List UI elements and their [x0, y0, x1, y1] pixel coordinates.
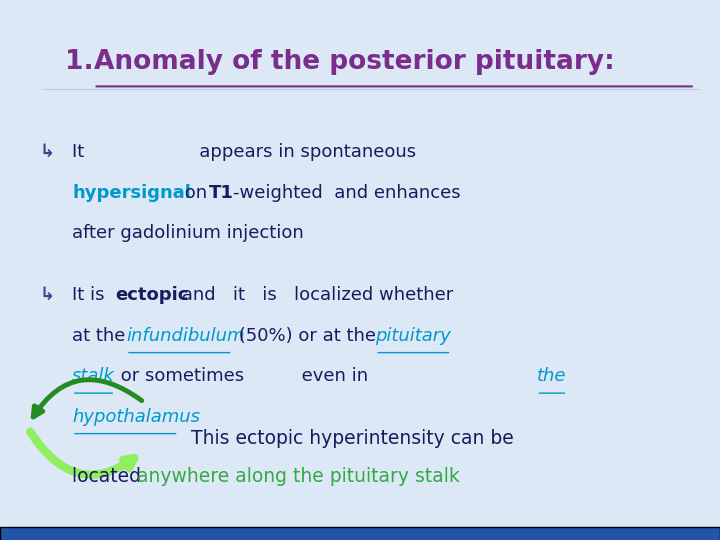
- Text: hypothalamus: hypothalamus: [72, 408, 200, 426]
- Text: and   it   is   localized whether: and it is localized whether: [176, 286, 454, 304]
- Text: ↳: ↳: [40, 143, 55, 161]
- Text: on: on: [179, 184, 212, 201]
- Text: pituitary: pituitary: [375, 327, 451, 345]
- Text: ectopic: ectopic: [115, 286, 189, 304]
- Text: or sometimes          even in: or sometimes even in: [115, 367, 449, 385]
- Text: (50%) or at the: (50%) or at the: [233, 327, 382, 345]
- Text: It                    appears in spontaneous: It appears in spontaneous: [72, 143, 416, 161]
- Text: after gadolinium injection: after gadolinium injection: [72, 224, 304, 242]
- Text: at the: at the: [72, 327, 131, 345]
- Text: hypersignal: hypersignal: [72, 184, 191, 201]
- Text: ↳: ↳: [40, 286, 55, 304]
- Text: Anomaly of the posterior pituitary:: Anomaly of the posterior pituitary:: [94, 49, 614, 75]
- Text: It is: It is: [72, 286, 110, 304]
- Text: stalk: stalk: [72, 367, 114, 385]
- Text: located: located: [72, 467, 147, 486]
- Text: infundibulum: infundibulum: [126, 327, 245, 345]
- Text: 1.: 1.: [65, 49, 102, 75]
- Text: -weighted  and enhances: -weighted and enhances: [233, 184, 461, 201]
- FancyBboxPatch shape: [0, 526, 720, 540]
- Text: the: the: [536, 367, 566, 385]
- Text: This ectopic hyperintensity can be: This ectopic hyperintensity can be: [191, 429, 513, 448]
- Text: anywhere along the pituitary stalk: anywhere along the pituitary stalk: [137, 467, 459, 486]
- Text: T1: T1: [209, 184, 234, 201]
